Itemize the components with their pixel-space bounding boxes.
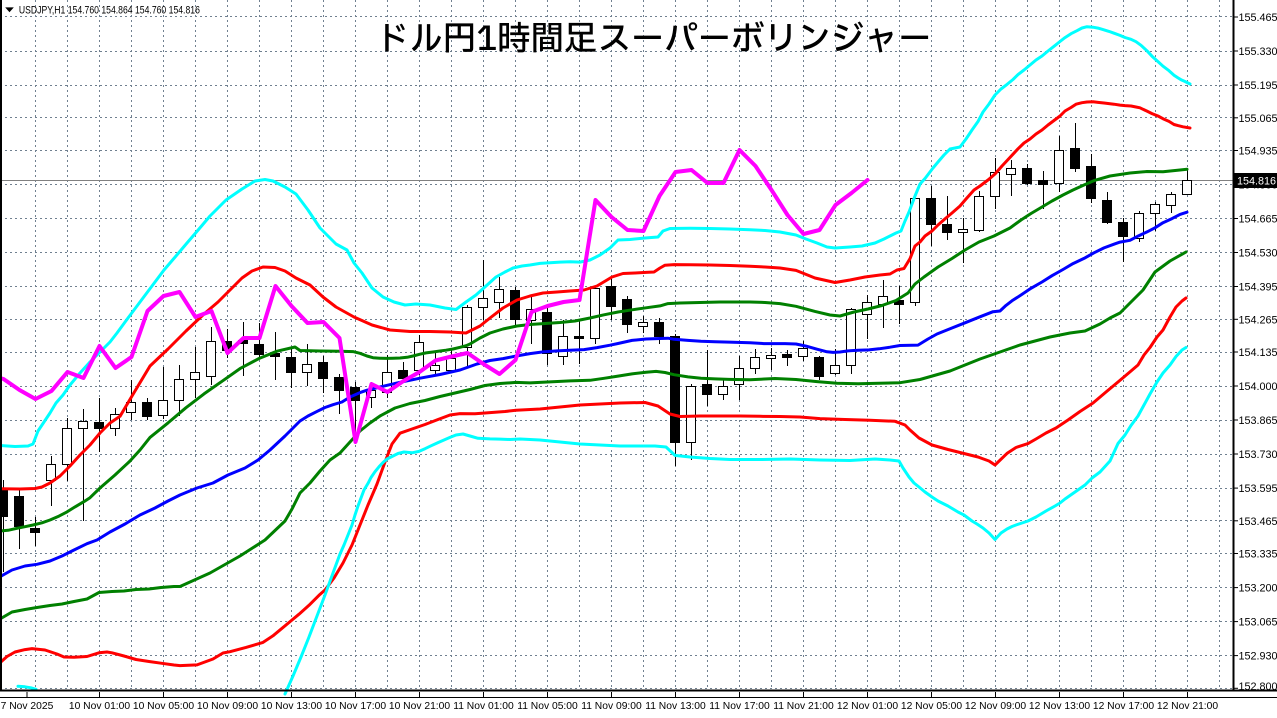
svg-text:154.530: 154.530 [1239,248,1277,260]
svg-text:154.935: 154.935 [1239,146,1277,158]
svg-text:10 Nov 17:00: 10 Nov 17:00 [325,701,387,712]
svg-text:154.000: 154.000 [1239,381,1277,393]
svg-text:10 Nov 01:00: 10 Nov 01:00 [69,701,131,712]
svg-text:155.065: 155.065 [1239,113,1277,125]
svg-text:10 Nov 09:00: 10 Nov 09:00 [197,701,259,712]
svg-text:12 Nov 13:00: 12 Nov 13:00 [1029,701,1091,712]
svg-text:152.930: 152.930 [1239,651,1277,663]
svg-text:153.065: 153.065 [1239,617,1277,629]
svg-text:12 Nov 05:00: 12 Nov 05:00 [901,701,963,712]
svg-text:10 Nov 13:00: 10 Nov 13:00 [261,701,323,712]
svg-text:153.200: 153.200 [1239,583,1277,595]
svg-text:11 Nov 09:00: 11 Nov 09:00 [581,701,642,712]
svg-text:153.335: 153.335 [1239,549,1277,561]
svg-text:154.665: 154.665 [1239,214,1277,226]
svg-text:154.395: 154.395 [1239,282,1277,294]
svg-text:11 Nov 01:00: 11 Nov 01:00 [453,701,514,712]
svg-text:11 Nov 17:00: 11 Nov 17:00 [709,701,770,712]
svg-text:10 Nov 05:00: 10 Nov 05:00 [133,701,195,712]
svg-text:155.465: 155.465 [1239,12,1277,24]
svg-text:12 Nov 17:00: 12 Nov 17:00 [1093,701,1155,712]
svg-text:11 Nov 05:00: 11 Nov 05:00 [517,701,578,712]
svg-text:11 Nov 13:00: 11 Nov 13:00 [645,701,706,712]
svg-text:7 Nov 2025: 7 Nov 2025 [1,701,54,712]
svg-text:155.330: 155.330 [1239,46,1277,58]
svg-text:155.195: 155.195 [1239,80,1277,92]
svg-text:153.465: 153.465 [1239,516,1277,528]
svg-text:153.595: 153.595 [1239,483,1277,495]
svg-text:153.865: 153.865 [1239,415,1277,427]
svg-text:12 Nov 21:00: 12 Nov 21:00 [1157,701,1219,712]
svg-text:12 Nov 01:00: 12 Nov 01:00 [837,701,899,712]
svg-text:154.135: 154.135 [1239,347,1277,359]
svg-text:11 Nov 21:00: 11 Nov 21:00 [773,701,834,712]
svg-text:154.816: 154.816 [1237,176,1276,188]
svg-text:10 Nov 21:00: 10 Nov 21:00 [389,701,451,712]
svg-text:12 Nov 09:00: 12 Nov 09:00 [965,701,1027,712]
svg-text:154.265: 154.265 [1239,314,1277,326]
svg-text:153.730: 153.730 [1239,449,1277,461]
svg-text:USDJPY,H1 154.760 154.864 154: USDJPY,H1 154.760 154.864 154.760 154.81… [19,4,200,16]
svg-text:152.800: 152.800 [1239,681,1277,693]
